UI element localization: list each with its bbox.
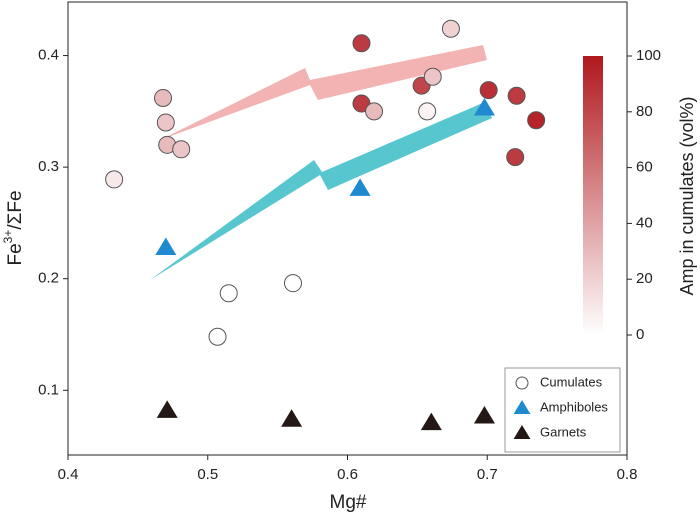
triangle-point [349, 178, 371, 196]
legend-label: Amphiboles [540, 399, 608, 414]
trend-arrow [160, 45, 487, 140]
colorbar-tick-label: 100 [636, 47, 661, 64]
legend-label: Garnets [540, 424, 587, 439]
trend-arrow [150, 102, 492, 280]
cumulate-point [441, 19, 460, 38]
cumulate-point [365, 102, 384, 121]
cumulate-point [507, 86, 526, 105]
y-tick-label: 0.3 [38, 158, 59, 175]
triangle-point [155, 237, 177, 255]
cumulate-point [418, 102, 437, 121]
legend-label: Cumulates [540, 374, 603, 389]
x-tick-label: 0.7 [477, 466, 498, 483]
cumulate-point [156, 113, 175, 132]
legend-marker [513, 425, 531, 439]
cumulate-point [283, 274, 302, 293]
x-tick-label: 0.6 [337, 466, 358, 483]
y-tick-label: 0.1 [38, 381, 59, 398]
y-tick-label: 0.4 [38, 47, 59, 64]
y-axis-label: Fe3+/ΣFe [1, 190, 26, 265]
x-tick-label: 0.4 [58, 466, 79, 483]
colorbar-tick-label: 40 [636, 214, 653, 231]
y-label-sup: 3+ [1, 230, 15, 244]
cumulate-point [154, 88, 173, 107]
cumulate-point [352, 34, 371, 53]
colorbar-tick-label: 0 [636, 326, 644, 343]
x-tick-label: 0.5 [197, 466, 218, 483]
cumulate-point [527, 111, 546, 130]
cumulate-point [219, 284, 238, 303]
colorbar-tick-label: 20 [636, 270, 653, 287]
x-axis-label: Mg# [330, 492, 367, 513]
y-label-base: Fe [5, 243, 26, 265]
cumulate-point [208, 327, 227, 346]
colorbar [583, 56, 603, 335]
legend-marker [513, 400, 531, 414]
colorbar-tick-label: 80 [636, 103, 653, 120]
cumulate-point [423, 67, 442, 86]
triangle-point [473, 405, 495, 424]
y-tick-label: 0.2 [38, 270, 59, 287]
cumulate-point [479, 81, 498, 100]
triangle-point [156, 400, 178, 418]
x-tick-label: 0.8 [617, 466, 638, 483]
triangle-point [281, 409, 303, 427]
y-label-rest: /ΣFe [5, 190, 26, 229]
colorbar-label: Amp in cumulates (vol%) [677, 96, 697, 295]
cumulate-point [105, 170, 124, 189]
triangle-point [420, 412, 442, 431]
triangle-point [473, 97, 495, 116]
cumulate-point [172, 140, 191, 159]
colorbar-tick-label: 60 [636, 159, 653, 176]
cumulate-point [506, 148, 525, 167]
legend-marker [515, 376, 529, 390]
